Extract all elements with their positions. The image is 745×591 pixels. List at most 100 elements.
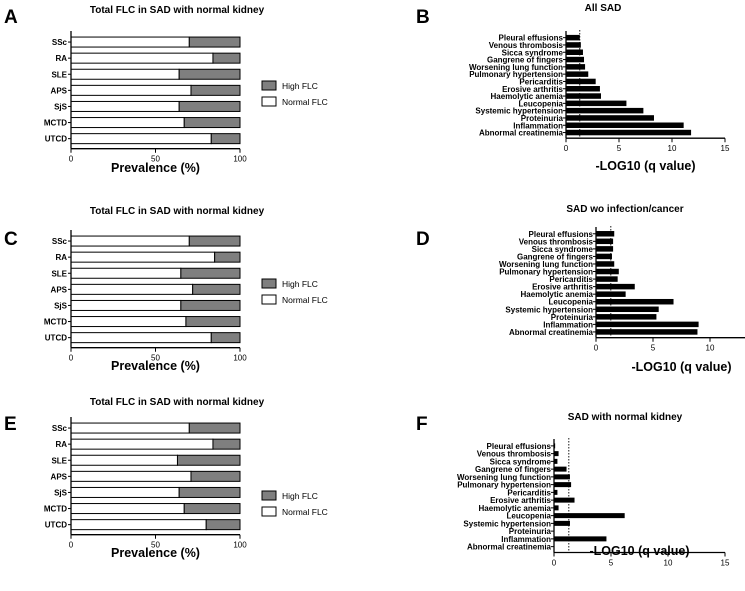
x-tick-label: 100	[233, 541, 247, 550]
bar-normal-flc	[70, 470, 192, 482]
category-label: Inflammation	[543, 320, 593, 329]
bar	[596, 261, 615, 267]
category-label: APS	[51, 86, 68, 95]
category-label: Gangrene of fingers	[517, 252, 594, 261]
bar	[566, 93, 601, 99]
panel-c: C Total FLC in SAD with normal kidney SSc R…	[4, 206, 328, 373]
panel-e: E Total FLC in SAD with normal kidney SSc R…	[4, 397, 328, 560]
category-label: Erosive arthritis	[502, 85, 563, 94]
x-axis-label: -LOG10 (q value)	[631, 360, 731, 374]
category-label: Pulmonary hypertension	[457, 481, 551, 490]
bar-normal-flc	[70, 235, 190, 247]
x-tick-label: 50	[151, 541, 160, 550]
x-axis-label: Prevalence (%)	[111, 546, 200, 560]
bar-high-flc	[205, 519, 241, 531]
x-tick-label: 0	[69, 354, 74, 363]
category-label: Leucopenia	[519, 99, 564, 108]
bar	[554, 458, 558, 464]
category-label: Worsening lung function	[457, 473, 551, 482]
bar-high-flc	[180, 267, 241, 279]
bar	[554, 505, 559, 511]
category-label: Pulmonary hypertension	[469, 70, 563, 79]
x-tick-label: 0	[594, 344, 599, 353]
bar	[596, 306, 659, 313]
bar-high-flc	[190, 470, 241, 482]
bar-high-flc	[214, 251, 241, 263]
bar-normal-flc	[70, 438, 214, 450]
chart-title: Total FLC in SAD with normal kidney	[90, 206, 265, 217]
bar	[554, 489, 558, 495]
category-label: SjS	[54, 488, 68, 497]
category-label: Venous thrombosis	[519, 237, 594, 246]
bar	[566, 78, 596, 85]
category-label: Pericarditis	[507, 488, 551, 497]
panel-letter: D	[416, 229, 430, 250]
bar-normal-flc	[70, 283, 194, 295]
bar	[596, 253, 612, 260]
bar	[596, 231, 615, 237]
bar-high-flc	[188, 422, 241, 434]
x-tick-label: 15	[721, 144, 730, 153]
bar-normal-flc	[70, 117, 185, 129]
panel-letter: A	[4, 7, 18, 28]
legend-swatch-normal-flc	[261, 294, 277, 305]
bar-normal-flc	[70, 332, 212, 344]
panel-f: F SAD with normal kidney Pleural effusions…	[416, 412, 730, 568]
bar	[596, 246, 614, 252]
x-tick-label: 0	[69, 155, 74, 164]
category-label: Venous thrombosis	[477, 450, 552, 459]
legend-swatch-high-flc	[261, 80, 277, 91]
bar	[596, 276, 618, 282]
category-label: Worsening lung function	[469, 63, 563, 72]
bar	[596, 321, 699, 328]
legend-label: Normal FLC	[282, 97, 328, 107]
bar-high-flc	[178, 100, 241, 112]
category-label: Abnormal creatinemia	[509, 328, 594, 337]
category-label: Gangrene of fingers	[487, 56, 564, 65]
bar	[566, 34, 580, 41]
category-label: SjS	[54, 301, 68, 310]
x-tick-label: 100	[233, 155, 247, 164]
bar-normal-flc	[70, 486, 180, 498]
chart-title: Total FLC in SAD with normal kidney	[90, 397, 265, 408]
bar-high-flc	[178, 486, 241, 498]
panel-letter: F	[416, 414, 428, 435]
category-label: SLE	[51, 269, 67, 278]
panel-letter: E	[4, 414, 17, 435]
bar-high-flc	[180, 299, 241, 311]
category-label: Pleural effusions	[487, 442, 552, 451]
bar	[566, 107, 644, 114]
x-tick-label: 50	[151, 155, 160, 164]
category-label: RA	[55, 440, 67, 449]
bar-high-flc	[183, 503, 241, 515]
x-axis-label: Prevalence (%)	[111, 359, 200, 373]
bar	[566, 56, 585, 63]
bar	[554, 482, 572, 488]
category-label: Pleural effusions	[529, 230, 594, 239]
x-tick-label: 15	[721, 559, 730, 568]
bar	[566, 122, 684, 128]
category-label: Proteinuria	[509, 527, 552, 536]
panel-d: D SAD wo infection/cancer Pleural effusion…	[416, 204, 745, 374]
bar	[554, 451, 559, 457]
category-label: Systemic hypertension	[475, 107, 563, 116]
category-label: RA	[55, 253, 67, 262]
category-label: Proteinuria	[551, 313, 594, 322]
bar-high-flc	[212, 438, 241, 450]
bar	[566, 129, 692, 136]
x-tick-label: 100	[233, 354, 247, 363]
category-label: UTCD	[45, 135, 67, 144]
x-tick-label: 10	[668, 144, 677, 153]
category-label: UTCD	[45, 334, 67, 343]
bar-high-flc	[192, 283, 241, 295]
chart-title: All SAD	[585, 3, 622, 14]
bar	[554, 497, 575, 503]
x-tick-label: 50	[151, 354, 160, 363]
category-label: APS	[51, 285, 68, 294]
x-tick-label: 5	[609, 559, 614, 568]
category-label: Pulmonary hypertension	[499, 268, 593, 277]
legend-label: High FLC	[282, 279, 318, 289]
bar	[596, 329, 698, 335]
bar-normal-flc	[70, 100, 180, 112]
